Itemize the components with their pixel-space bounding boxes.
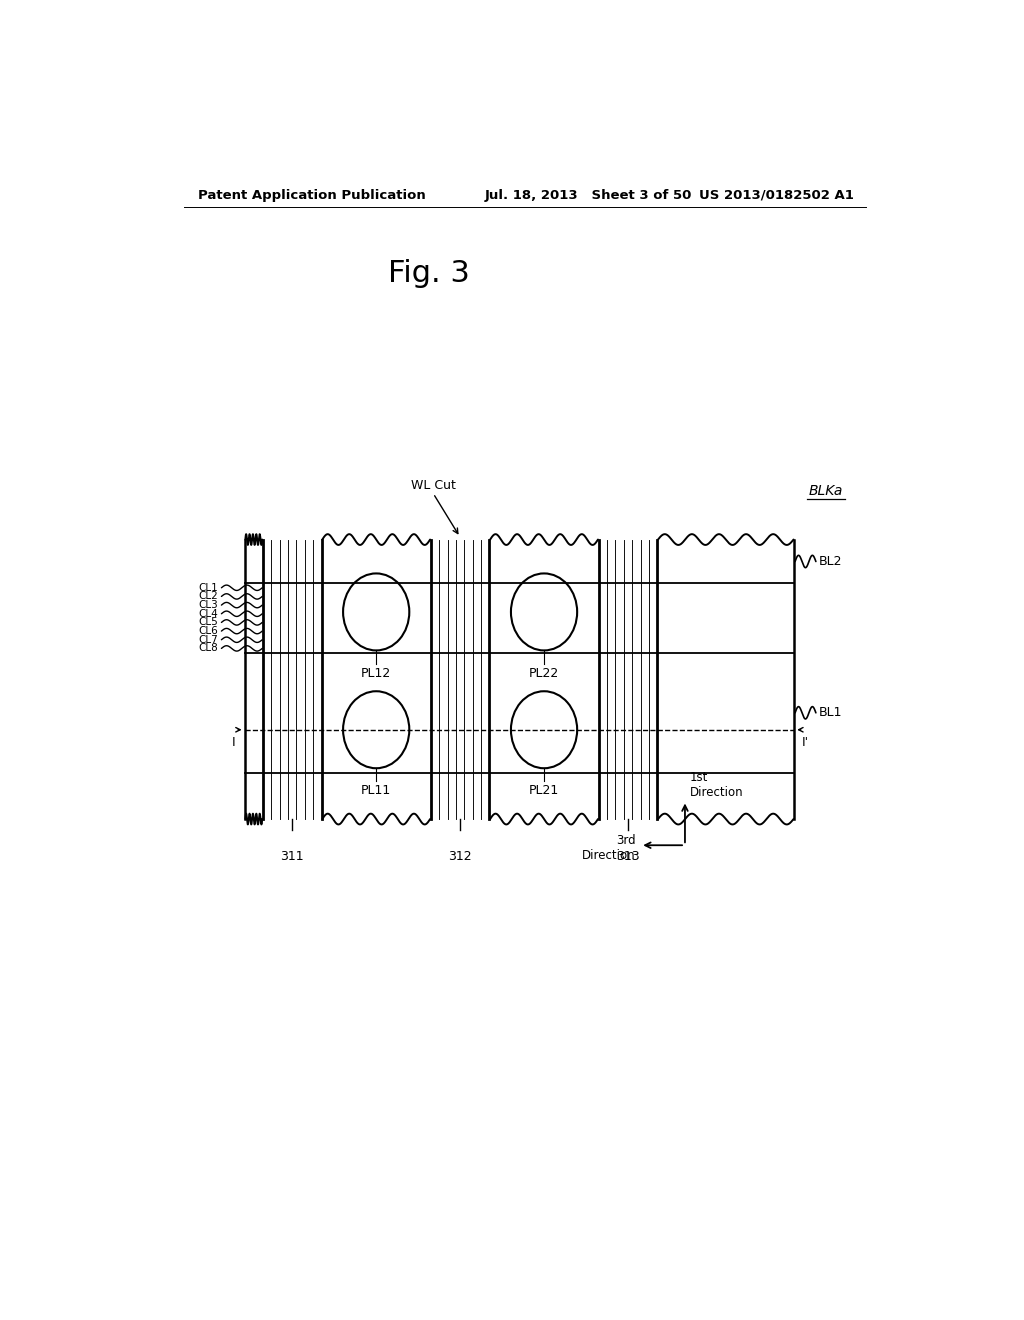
Text: PL12: PL12: [361, 668, 391, 680]
Text: WL Cut: WL Cut: [411, 479, 456, 492]
Text: CL7: CL7: [199, 635, 218, 644]
Text: CL6: CL6: [199, 626, 218, 636]
Text: PL22: PL22: [529, 668, 559, 680]
Text: I: I: [231, 735, 236, 748]
Text: CL4: CL4: [199, 609, 218, 619]
Text: CL2: CL2: [199, 591, 218, 602]
Text: CL5: CL5: [199, 618, 218, 627]
Text: 3rd
Direction: 3rd Direction: [582, 834, 636, 862]
Text: BLKa: BLKa: [808, 484, 843, 498]
Text: Jul. 18, 2013   Sheet 3 of 50: Jul. 18, 2013 Sheet 3 of 50: [484, 189, 692, 202]
Text: CL1: CL1: [199, 582, 218, 593]
Text: PL11: PL11: [361, 784, 391, 797]
Text: 311: 311: [281, 850, 304, 863]
Text: 313: 313: [616, 850, 640, 863]
Text: Patent Application Publication: Patent Application Publication: [199, 189, 426, 202]
Text: PL21: PL21: [529, 784, 559, 797]
Text: CL3: CL3: [199, 601, 218, 610]
Text: CL8: CL8: [199, 643, 218, 653]
Text: 1st
Direction: 1st Direction: [689, 771, 743, 799]
Text: BL1: BL1: [819, 706, 843, 719]
Text: Fig. 3: Fig. 3: [388, 260, 470, 288]
Text: 312: 312: [449, 850, 472, 863]
Text: I': I': [802, 735, 809, 748]
Text: US 2013/0182502 A1: US 2013/0182502 A1: [699, 189, 854, 202]
Text: BL2: BL2: [819, 554, 843, 568]
